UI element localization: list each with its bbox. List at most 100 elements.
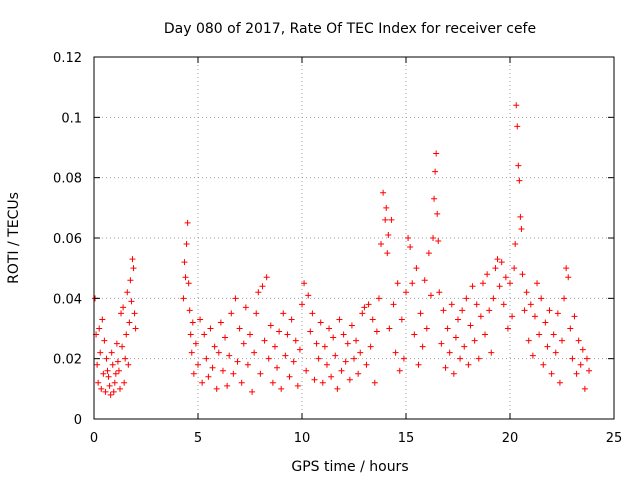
data-point [125, 361, 132, 368]
data-point [317, 319, 324, 326]
data-point [94, 361, 101, 368]
data-point [240, 340, 247, 347]
data-point [550, 331, 557, 338]
data-point [344, 340, 351, 347]
data-point [496, 283, 503, 290]
data-point [385, 231, 392, 238]
data-point [192, 340, 199, 347]
data-point [101, 337, 108, 344]
data-point [319, 379, 326, 386]
data-point [336, 316, 343, 323]
data-point [282, 352, 289, 359]
data-point [465, 361, 472, 368]
data-point [190, 370, 197, 377]
data-point [117, 385, 123, 392]
data-point [490, 295, 497, 302]
data-point [184, 219, 191, 226]
data-point [109, 361, 116, 368]
data-point [115, 367, 122, 374]
data-point [507, 280, 513, 287]
data-point [265, 355, 272, 362]
data-point [98, 385, 105, 392]
data-point [367, 343, 374, 350]
data-point [469, 283, 476, 290]
data-point [586, 367, 593, 374]
data-point [267, 322, 274, 329]
data-point [271, 343, 278, 350]
data-point [188, 349, 195, 356]
data-point [514, 123, 521, 130]
data-point [348, 322, 355, 329]
data-point [181, 259, 188, 266]
data-point [583, 355, 590, 362]
data-point [442, 364, 449, 371]
data-point [375, 295, 382, 302]
data-point [492, 265, 499, 272]
data-point [182, 274, 189, 281]
data-point [518, 225, 525, 232]
data-point [398, 316, 405, 323]
data-point [332, 352, 339, 359]
data-point [390, 301, 397, 308]
data-point [120, 304, 127, 311]
data-point [488, 349, 495, 356]
data-point [334, 385, 341, 392]
data-point [183, 241, 190, 248]
data-point [571, 313, 578, 320]
data-point [479, 280, 486, 287]
data-point [563, 265, 570, 272]
data-point [467, 322, 474, 329]
data-point [278, 385, 285, 392]
data-point [234, 358, 241, 365]
data-point [430, 235, 437, 241]
data-point [392, 349, 399, 356]
data-point [230, 370, 237, 377]
data-point [211, 343, 218, 350]
data-point [423, 325, 430, 332]
data-point [292, 337, 299, 344]
data-point [403, 289, 409, 296]
data-point [123, 331, 130, 338]
y-axis-label: ROTI / TECUs [6, 192, 22, 284]
data-point [516, 177, 523, 184]
data-point [567, 325, 574, 332]
data-point [455, 316, 461, 323]
data-point [511, 265, 518, 272]
data-point [96, 325, 103, 332]
data-point [380, 189, 387, 196]
data-point [431, 195, 438, 202]
data-point [523, 289, 530, 296]
data-point [446, 349, 453, 356]
data-point [573, 370, 580, 377]
data-point [100, 370, 107, 377]
data-point [534, 280, 541, 287]
data-point [126, 319, 133, 326]
data-point [394, 280, 401, 287]
data-point [127, 277, 134, 284]
data-point [113, 340, 120, 347]
data-point [417, 310, 424, 317]
data-point [440, 307, 447, 314]
x-tick-label: 20 [502, 431, 519, 446]
data-point [288, 316, 295, 323]
data-point [477, 313, 484, 320]
data-point [118, 310, 125, 317]
data-point [226, 352, 233, 359]
data-point [435, 238, 442, 245]
data-point [257, 370, 264, 377]
data-point [280, 310, 287, 317]
data-point [519, 271, 526, 278]
data-point [473, 301, 480, 308]
data-point [222, 334, 229, 341]
data-point [463, 295, 470, 302]
data-point [351, 355, 357, 362]
data-point [105, 373, 112, 380]
data-point [542, 319, 549, 326]
data-point [461, 343, 468, 350]
data-point [546, 307, 553, 314]
data-point [409, 280, 416, 287]
data-point [342, 358, 349, 365]
data-point [313, 340, 320, 347]
data-point [106, 382, 113, 389]
